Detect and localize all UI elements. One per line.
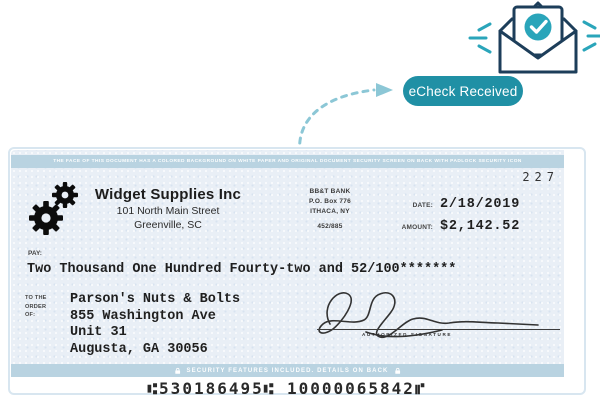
signature-caption: AUTHORIZED SIGNATURE [361,332,453,337]
status-badge-label: eCheck Received [408,83,518,99]
status-badge: eCheck Received [403,76,523,106]
check-paper: THE FACE OF THIS DOCUMENT HAS A COLORED … [11,150,564,377]
date-value: 2/18/2019 [440,197,521,212]
payee-block: Parson's Nuts & Bolts 855 Washington Ave… [70,292,240,358]
date-label: DATE: [412,202,433,209]
sparkle-right-icon [582,20,600,52]
payee-address-line3: Augusta, GA 30056 [70,341,208,357]
security-band-bottom-text: SECURITY FEATURES INCLUDED. DETAILS ON B… [186,367,389,374]
envelope-icon [492,1,584,77]
order-of-label-line1: TO THE [25,295,47,301]
payee-name: Parson's Nuts & Bolts [70,292,241,307]
signature-scrawl [318,292,539,339]
bank-po-box: P.O. Box 776 [309,197,351,205]
echeck-card: THE FACE OF THIS DOCUMENT HAS A COLORED … [8,147,586,398]
curved-dashed-arrow [298,83,393,156]
check-number: 227 [522,170,559,184]
payer-block: Widget Supplies Inc 101 North Main Stree… [85,186,251,233]
security-band-bottom: SECURITY FEATURES INCLUDED. DETAILS ON B… [11,364,564,377]
payer-name: Widget Supplies Inc [94,186,242,203]
bank-block: BB&T BANK P.O. Box 776 ITHACA, NY 452/88… [287,187,373,232]
payee-address-line2: Unit 31 [70,325,127,340]
padlock-icon [395,367,401,374]
order-of-label-line2: ORDER [25,303,47,310]
payer-address-line1: 101 North Main Street [116,205,220,217]
security-band-top-text: THE FACE OF THIS DOCUMENT HAS A COLORED … [53,159,522,164]
payee-address-line1: 855 Washington Ave [70,308,216,324]
amount-row: AMOUNT: $2,142.52 [341,219,556,234]
pay-label: PAY: [28,250,42,257]
amount-in-words: Two Thousand One Hundred Fourty-two and … [27,262,457,277]
check-circle-icon [524,13,552,41]
arrowhead-icon [376,83,393,97]
date-row: DATE: 2/18/2019 [341,197,556,212]
gears-logo-icon [29,182,81,241]
padlock-icon [174,367,180,374]
micr-line: ⑆530186495⑆ 10000065842⑈ [147,379,427,398]
signature-line [317,329,560,330]
amount-label: AMOUNT: [401,224,433,231]
security-band-top: THE FACE OF THIS DOCUMENT HAS A COLORED … [11,155,564,168]
order-of-label-line3: OF: [25,312,36,319]
bank-city: ITHACA, NY [310,207,350,215]
order-of-label: TO THE ORDER OF: [25,294,47,320]
bank-fraction: 452/885 [317,223,343,231]
bank-name: BB&T BANK [309,188,351,195]
sparkle-left-icon [468,22,492,54]
payer-address-line2: Greenville, SC [134,218,202,231]
amount-value: $2,142.52 [440,219,521,234]
